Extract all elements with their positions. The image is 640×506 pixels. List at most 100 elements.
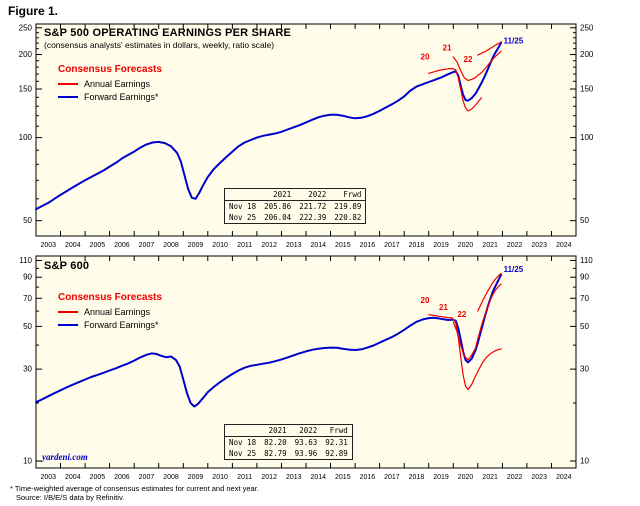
x-axis-label: 2016 bbox=[360, 242, 376, 249]
table-header-row: 2021 2022 Frwd bbox=[224, 188, 366, 201]
table-col-header: 2022 bbox=[290, 424, 322, 437]
table-cell: 220.82 bbox=[334, 213, 362, 222]
y-axis-label-right: 250 bbox=[580, 23, 594, 32]
annual-earnings-line-swatch bbox=[58, 83, 78, 85]
y-axis-label-right: 110 bbox=[580, 256, 593, 265]
legend-heading: Consensus Forecasts bbox=[58, 292, 162, 303]
sp600-forecast-table: 2021 2022 Frwd Nov 18 82.20 93.63 92.31 … bbox=[224, 424, 353, 460]
figure-label: Figure 1. bbox=[8, 4, 59, 18]
series-annual-22 bbox=[477, 273, 502, 312]
table-col-header: 2021 bbox=[260, 424, 291, 437]
table-cell: 222.39 bbox=[299, 213, 327, 222]
x-axis-label: 2003 bbox=[40, 242, 56, 249]
table-cell: 93.63 bbox=[294, 438, 318, 447]
y-axis-label-left: 100 bbox=[19, 133, 33, 142]
sp600-panel-title: S&P 600 bbox=[44, 260, 90, 272]
y-axis-label-right: 30 bbox=[580, 365, 589, 374]
table-cell: 221.72 bbox=[299, 202, 327, 211]
y-axis-label-left: 110 bbox=[19, 256, 32, 265]
y-axis-label-left: 150 bbox=[19, 85, 33, 94]
table-corner-cell bbox=[224, 188, 261, 201]
sp500-forecast-table: 2021 2022 Frwd Nov 18 205.86 221.72 219.… bbox=[224, 188, 367, 224]
x-axis-label: 2007 bbox=[139, 242, 155, 249]
x-axis-label: 2017 bbox=[384, 242, 400, 249]
x-axis-label: 2007 bbox=[139, 474, 155, 481]
legend-item-label: Annual Earnings bbox=[84, 307, 151, 317]
x-axis-label: 2022 bbox=[507, 242, 523, 249]
table-cell: 206.04 bbox=[264, 213, 292, 222]
x-axis-label: 2008 bbox=[163, 242, 179, 249]
y-axis-label-right: 50 bbox=[580, 322, 589, 331]
table-row: Nov 25 82.79 93.96 92.89 bbox=[225, 448, 353, 460]
axis-ticks bbox=[35, 24, 576, 236]
x-axis-label: 2015 bbox=[335, 242, 351, 249]
x-axis-label: 2013 bbox=[286, 474, 302, 481]
x-axis-label: 2009 bbox=[188, 474, 204, 481]
x-axis-label: 2013 bbox=[286, 242, 302, 249]
x-axis-label: 2024 bbox=[556, 474, 572, 481]
yardeni-branding: yardeni.com bbox=[42, 452, 88, 462]
x-axis-label: 2006 bbox=[114, 474, 130, 481]
x-axis-label: 2014 bbox=[310, 242, 326, 249]
y-axis-label-right: 50 bbox=[580, 216, 589, 225]
series-annual-20 bbox=[428, 67, 483, 112]
sp500-legend: Consensus Forecasts Annual Earnings Forw… bbox=[58, 64, 162, 102]
series-annual-20 bbox=[428, 314, 502, 391]
legend-item-annual-earnings: Annual Earnings bbox=[58, 79, 162, 89]
annual-earnings-line-swatch bbox=[58, 311, 78, 313]
x-axis-label: 2015 bbox=[335, 474, 351, 481]
x-axis-label: 2010 bbox=[212, 242, 228, 249]
sp500-panel-subtitle: (consensus analysts' estimates in dollar… bbox=[44, 40, 275, 50]
y-axis-label-left: 90 bbox=[23, 273, 32, 282]
series-forward bbox=[35, 41, 503, 211]
y-axis-label-right: 90 bbox=[580, 273, 589, 282]
table-row-label: Nov 25 bbox=[229, 449, 257, 458]
x-axis-label: 2012 bbox=[261, 242, 277, 249]
x-axis-label: 2011 bbox=[237, 474, 252, 481]
x-axis-label: 2023 bbox=[531, 242, 547, 249]
axis-ticks bbox=[35, 256, 576, 468]
annotation-21: 21 bbox=[443, 43, 452, 52]
x-axis-label: 2018 bbox=[409, 242, 425, 249]
x-axis-label: 2016 bbox=[360, 474, 376, 481]
sp500-chart: 50 50 100 100 150 150 200 200 250 250 2003 2004 2005… bbox=[19, 23, 594, 249]
x-axis-label: 2014 bbox=[310, 474, 326, 481]
table-header-row: 2021 2022 Frwd bbox=[224, 424, 353, 437]
forward-earnings-line-swatch bbox=[58, 324, 78, 326]
x-axis-label: 2017 bbox=[384, 474, 400, 481]
legend-item-label: Forward Earnings* bbox=[84, 92, 159, 102]
table-cell: 205.86 bbox=[264, 202, 292, 211]
x-axis-label: 2022 bbox=[507, 474, 523, 481]
legend-item-forward-earnings: Forward Earnings* bbox=[58, 92, 162, 102]
footnote-source: Source: I/B/E/S data by Refinitiv. bbox=[16, 493, 125, 502]
y-axis-label-left: 30 bbox=[23, 365, 32, 374]
y-axis-label-right: 100 bbox=[580, 133, 594, 142]
x-axis-label: 2020 bbox=[458, 474, 474, 481]
legend-item-label: Forward Earnings* bbox=[84, 320, 159, 330]
y-axis-label-right: 200 bbox=[580, 50, 594, 59]
y-axis-label-left: 250 bbox=[19, 23, 33, 32]
series-annual-21 bbox=[452, 283, 502, 361]
table-cell: 92.89 bbox=[325, 449, 348, 458]
sp500-panel-title: S&P 500 OPERATING EARNINGS PER SHARE bbox=[44, 27, 292, 39]
y-axis-label-left: 50 bbox=[23, 322, 32, 331]
x-axis-label: 2004 bbox=[65, 242, 81, 249]
forward-earnings-line-swatch bbox=[58, 96, 78, 98]
x-axis-label: 2005 bbox=[90, 474, 106, 481]
table-row-label: Nov 18 bbox=[229, 438, 257, 447]
x-axis-label: 2021 bbox=[482, 474, 498, 481]
x-axis-label: 2019 bbox=[433, 242, 449, 249]
y-axis-label-left: 50 bbox=[23, 216, 32, 225]
table-col-header: 2022 bbox=[295, 188, 331, 201]
annotation-20: 20 bbox=[421, 296, 430, 305]
table-cell: 82.79 bbox=[264, 449, 287, 458]
table-col-header: Frwd bbox=[330, 188, 366, 201]
x-axis-label: 2005 bbox=[90, 242, 106, 249]
x-axis-label: 2020 bbox=[458, 242, 474, 249]
y-axis-label-left: 70 bbox=[23, 294, 32, 303]
sp600-legend: Consensus Forecasts Annual Earnings Forw… bbox=[58, 292, 162, 330]
x-axis-label: 2008 bbox=[163, 474, 179, 481]
annotation-20: 20 bbox=[421, 52, 430, 61]
y-axis-label-right: 10 bbox=[580, 457, 589, 466]
